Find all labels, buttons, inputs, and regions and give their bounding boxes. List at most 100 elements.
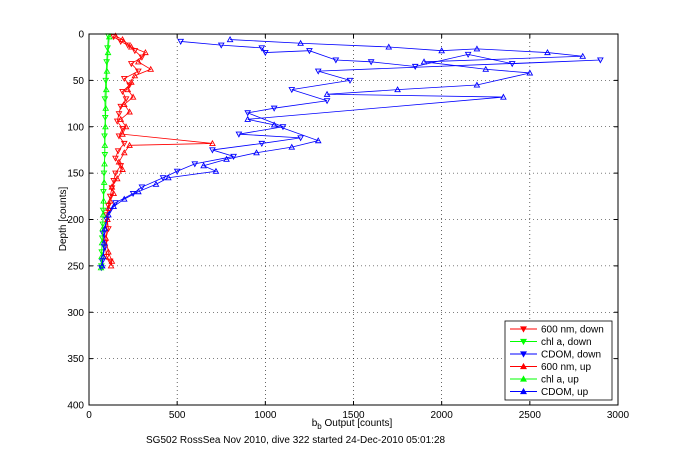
data-point [173,168,181,175]
data-point [131,72,139,79]
data-point [124,86,132,93]
data-point [113,175,121,182]
data-point [135,58,142,65]
data-point [119,36,126,43]
data-point [108,257,116,264]
data-point [138,184,146,191]
data-point [120,100,128,108]
data-point [106,197,114,204]
legend-marker [520,326,527,333]
data-point [127,78,135,85]
data-point [482,65,490,72]
data-point [117,115,125,122]
legend-label: 600 nm, down [541,325,604,336]
data-point [102,86,110,93]
data-point [297,135,304,142]
legend-label: CDOM, down [541,350,601,361]
data-point [110,190,118,197]
data-point [217,42,225,49]
data-point [100,189,107,196]
data-point [270,121,278,128]
data-point [101,133,108,140]
data-point [332,57,340,64]
data-point [147,65,155,72]
data-point [177,38,185,45]
data-point [122,96,130,103]
legend-label: 600 nm, up [541,362,591,373]
data-point [314,68,322,75]
data-point [112,32,119,39]
data-point [120,140,128,147]
data-point [115,158,123,165]
data-point [258,140,266,147]
y-tick-label: 200 [67,215,84,226]
data-point [152,180,160,187]
y-tick-label: 400 [67,401,84,412]
data-point [114,148,122,155]
data-point [115,111,123,118]
data-point [270,105,278,112]
data-point [101,225,109,232]
data-point [105,203,112,210]
data-point [323,90,331,97]
data-point [106,258,114,265]
data-point [102,123,109,130]
data-point [508,61,516,68]
data-point [106,193,114,200]
data-point [159,175,167,182]
data-point [120,75,128,83]
legend-entry: chl a, up [510,375,579,386]
ticks [88,33,619,406]
series-2 [97,38,604,272]
data-point [135,68,142,75]
data-point [244,110,252,117]
data-point [200,162,207,169]
x-axis-label-rest: Output [counts] [322,418,393,429]
data-point [100,197,108,204]
legend-entry: CDOM, up [510,387,589,398]
data-point [105,226,112,233]
data-point [99,211,107,218]
data-point [135,188,142,195]
data-point [253,149,260,156]
data-point [297,39,304,46]
y-tick-label: 150 [67,169,84,180]
legend-marker [520,387,527,395]
legend-marker [520,351,527,358]
data-point [367,59,375,66]
data-point [103,216,110,224]
x-axis-label-base: b [312,418,318,429]
y-tick-labels: 0 50 100 150 200 250 300 350 400 [67,30,84,412]
data-point [126,108,133,115]
data-point [385,43,393,50]
caption: SG502 RossSea Nov 2010, dive 322 started… [146,435,446,446]
data-point [104,49,112,56]
data-point [99,253,107,260]
data-point [526,69,534,76]
data-point [102,77,110,84]
y-tick-label: 300 [67,308,84,319]
data-point [98,262,106,269]
data-point [420,58,428,65]
data-point [314,137,322,144]
data-point [108,183,116,190]
legend-marker [520,362,527,370]
data-point [127,61,135,68]
data-point [105,33,113,40]
data-point [120,195,128,202]
x-tick-label: 500 [169,410,186,421]
x-axis-label: bb Output [counts] [312,418,393,431]
data-point [473,45,481,52]
data-point [101,160,108,167]
legend-label: CDOM, up [541,387,589,398]
data-point [209,139,216,146]
y-tick-label: 250 [67,261,84,272]
data-point [288,143,296,150]
data-point [112,170,119,177]
data-point [223,155,230,162]
data-point [105,248,112,255]
data-point [244,115,252,122]
data-point [212,167,220,174]
